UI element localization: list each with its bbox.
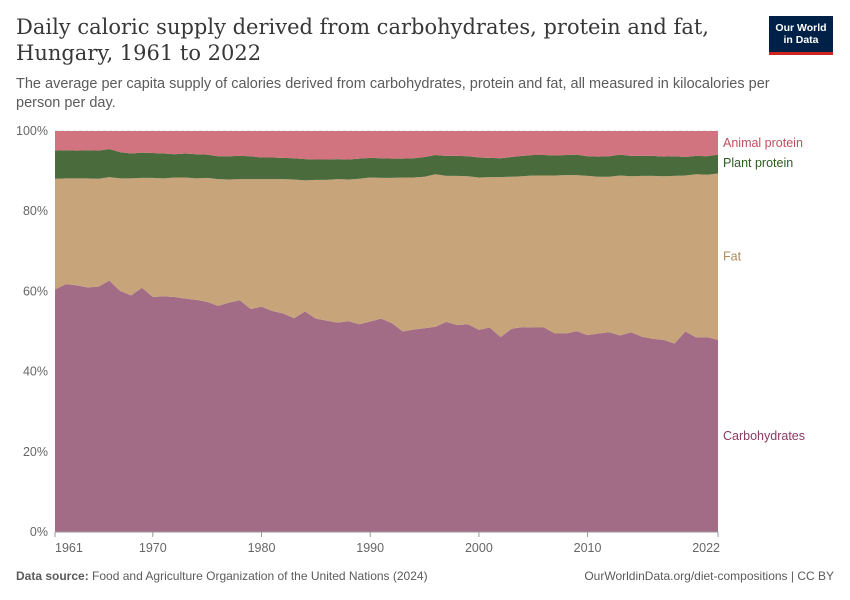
legend-label-carbohydrates: Carbohydrates xyxy=(723,429,805,443)
x-tick-label: 2000 xyxy=(465,541,493,555)
area-fat xyxy=(55,173,718,344)
x-tick-label: 1980 xyxy=(248,541,276,555)
y-tick-label: 60% xyxy=(23,284,48,298)
y-tick-label: 0% xyxy=(30,525,48,539)
chart-subtitle: The average per capita supply of calorie… xyxy=(16,76,770,111)
chart-title: Daily caloric supply derived from carboh… xyxy=(16,15,709,65)
legend-label-plant-protein: Plant protein xyxy=(723,156,793,170)
y-tick-label: 80% xyxy=(23,204,48,218)
x-tick-label: 1961 xyxy=(55,541,83,555)
source-url[interactable]: OurWorldinData.org/diet-compositions | C… xyxy=(584,569,834,583)
y-tick-label: 40% xyxy=(23,365,48,379)
area-carbohydrates xyxy=(55,280,718,532)
y-tick-label: 20% xyxy=(23,445,48,459)
owid-logo[interactable]: Our World in Data xyxy=(769,16,833,55)
x-tick-label: 1970 xyxy=(139,541,167,555)
legend-label-fat: Fat xyxy=(723,250,742,264)
x-tick-label: 2010 xyxy=(574,541,602,555)
y-tick-label: 100% xyxy=(16,124,48,138)
data-source: Data source: Food and Agriculture Organi… xyxy=(16,569,428,583)
source-text: Food and Agriculture Organization of the… xyxy=(92,569,428,583)
x-tick-label: 1990 xyxy=(356,541,384,555)
logo-line-1: Our World xyxy=(775,22,827,34)
logo-line-2: in Data xyxy=(783,34,819,46)
legend-label-animal-protein: Animal protein xyxy=(723,136,803,150)
area-plant-protein xyxy=(55,149,718,181)
source-label: Data source: xyxy=(16,569,89,583)
area-animal-protein xyxy=(55,131,718,160)
x-tick-label: 2022 xyxy=(692,541,720,555)
